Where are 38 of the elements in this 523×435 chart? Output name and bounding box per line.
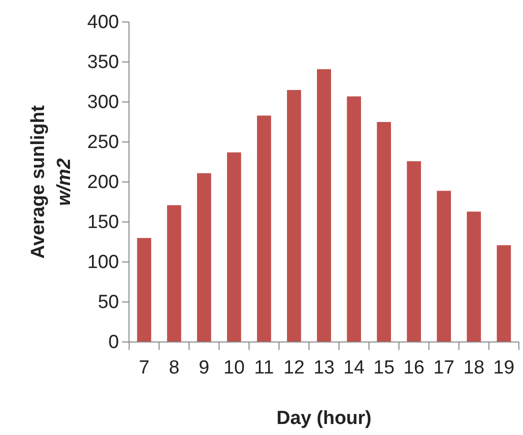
bar	[137, 238, 152, 342]
y-tick-label: 350	[87, 52, 119, 74]
x-tick-label: 17	[433, 357, 454, 378]
x-tick-label: 16	[403, 357, 424, 378]
y-tick-label: 50	[98, 292, 119, 314]
bar	[376, 122, 391, 342]
bar	[316, 69, 332, 342]
x-tick-label: 19	[493, 357, 514, 378]
bar	[406, 161, 421, 342]
bar	[436, 190, 451, 342]
x-axis-title: Day (hour)	[276, 408, 372, 429]
y-tick-label: 0	[108, 332, 119, 354]
y-tick-label: 300	[87, 92, 119, 114]
x-tick-label: 8	[168, 357, 180, 378]
y-tick-label: 100	[87, 252, 119, 274]
bar	[466, 212, 481, 342]
bar	[167, 205, 182, 342]
y-tick-label: 150	[87, 212, 119, 234]
x-tick-label: 10	[224, 357, 245, 378]
x-tick-label: 13	[313, 357, 335, 378]
x-tick-label: 12	[283, 357, 305, 378]
bar	[286, 90, 302, 342]
bar	[346, 96, 362, 342]
bar	[227, 152, 242, 342]
x-tick-label: 15	[373, 357, 395, 378]
bar	[197, 173, 212, 342]
x-tick-label: 7	[138, 357, 150, 378]
y-tick-label: 400	[87, 12, 119, 34]
y-tick-label: 250	[87, 132, 119, 154]
bar	[496, 245, 511, 342]
x-tick-label: 9	[198, 357, 210, 378]
x-tick-label: 14	[343, 357, 365, 378]
x-tick-label: 18	[463, 357, 484, 378]
x-tick-label: 11	[254, 357, 274, 378]
y-axis-title: Average sunlight	[28, 104, 49, 259]
text: w/m2	[54, 158, 75, 206]
bar	[257, 116, 272, 342]
y-tick-label: 200	[87, 172, 119, 194]
